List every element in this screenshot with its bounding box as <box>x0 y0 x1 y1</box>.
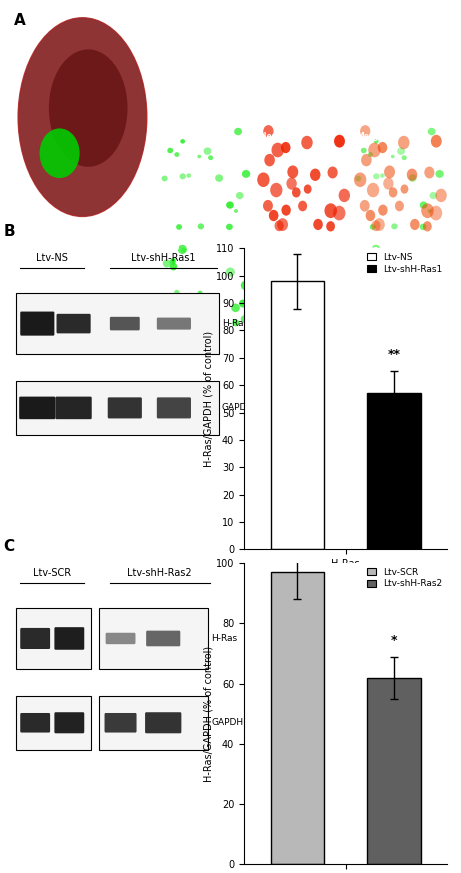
Bar <box>16 608 91 669</box>
Legend: Ltv-SCR, Ltv-shH-Ras2: Ltv-SCR, Ltv-shH-Ras2 <box>367 567 443 588</box>
Bar <box>16 293 219 354</box>
Bar <box>16 381 219 435</box>
Bar <box>99 696 208 750</box>
Bar <box>271 281 324 549</box>
Text: GAPDH: GAPDH <box>222 403 254 412</box>
Bar <box>16 696 91 750</box>
FancyBboxPatch shape <box>157 318 191 330</box>
Text: H-Ras: H-Ras <box>222 320 248 328</box>
Text: B: B <box>3 224 15 239</box>
Text: GAPDH: GAPDH <box>211 718 243 727</box>
Text: **: ** <box>387 347 401 361</box>
FancyBboxPatch shape <box>20 713 50 732</box>
Y-axis label: H-Ras/GAPDH (% of control): H-Ras/GAPDH (% of control) <box>203 646 213 782</box>
Text: H-Ras: H-Ras <box>211 634 237 643</box>
FancyBboxPatch shape <box>105 713 136 732</box>
Legend: Ltv-NS, Ltv-shH-Ras1: Ltv-NS, Ltv-shH-Ras1 <box>367 253 443 273</box>
Text: C: C <box>3 540 14 554</box>
Text: Ltv-shH-Ras2: Ltv-shH-Ras2 <box>127 568 191 578</box>
Bar <box>271 572 324 864</box>
FancyBboxPatch shape <box>106 633 136 644</box>
FancyBboxPatch shape <box>54 712 84 733</box>
Text: Ltv-shH-Ras1: Ltv-shH-Ras1 <box>131 253 195 264</box>
FancyBboxPatch shape <box>54 627 84 650</box>
FancyBboxPatch shape <box>20 628 50 649</box>
Bar <box>99 608 208 669</box>
FancyBboxPatch shape <box>146 630 180 646</box>
Bar <box>367 394 420 549</box>
Text: Ltv-NS: Ltv-NS <box>36 253 68 264</box>
FancyBboxPatch shape <box>19 396 55 419</box>
FancyBboxPatch shape <box>157 397 191 418</box>
FancyBboxPatch shape <box>57 313 91 333</box>
Text: A: A <box>14 13 25 28</box>
FancyBboxPatch shape <box>110 317 140 330</box>
FancyBboxPatch shape <box>55 396 92 419</box>
Bar <box>367 677 420 864</box>
Text: *: * <box>390 635 397 648</box>
FancyBboxPatch shape <box>20 312 54 335</box>
Text: Ltv-SCR: Ltv-SCR <box>33 568 71 578</box>
Y-axis label: H-Ras/GAPDH (% of control): H-Ras/GAPDH (% of control) <box>203 331 213 467</box>
FancyBboxPatch shape <box>145 712 181 733</box>
FancyBboxPatch shape <box>108 397 142 418</box>
